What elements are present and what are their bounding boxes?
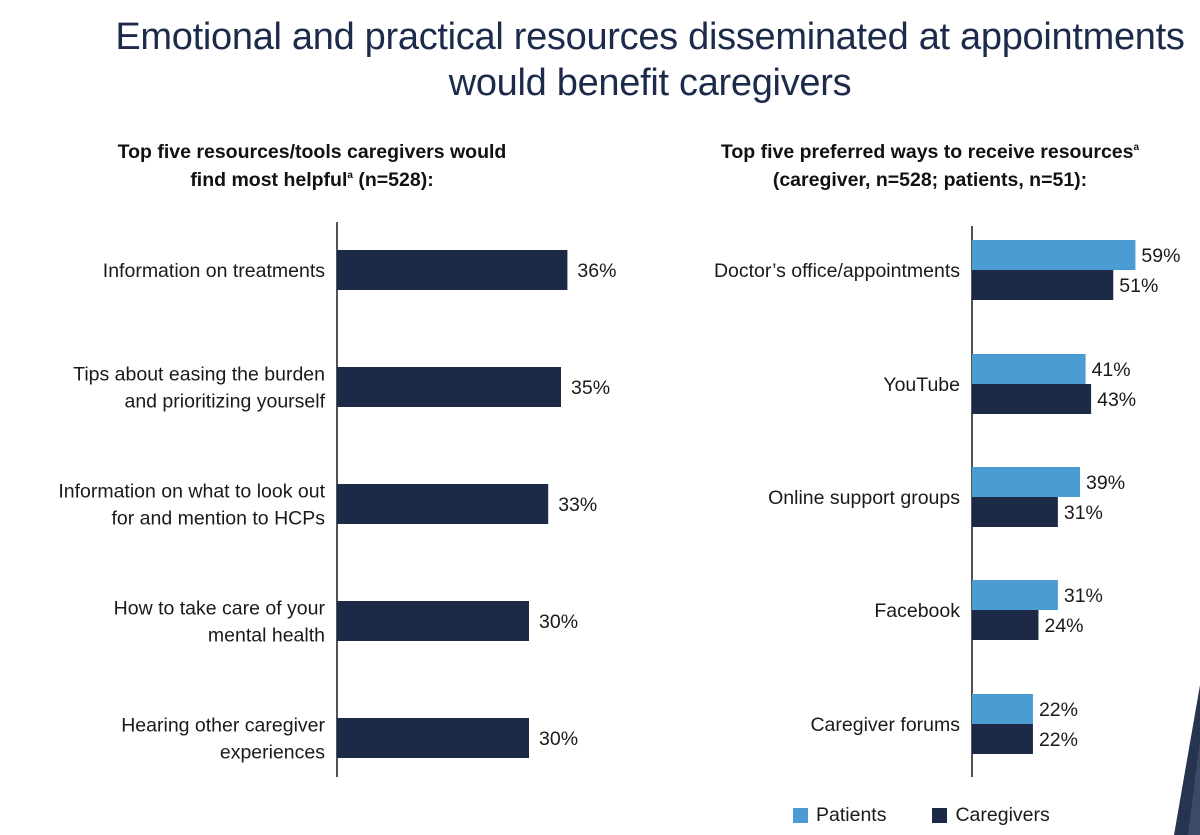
- left-bar-2: [337, 367, 561, 407]
- right-subtitle-footnote-mark: a: [1133, 142, 1140, 153]
- corner-decoration-icon: [1174, 685, 1200, 835]
- right-category-label-1: Doctor’s office/appointments: [714, 260, 960, 282]
- right-category-label-4: Facebook: [874, 600, 960, 622]
- right-bar-label-caregivers-4: 24%: [1044, 615, 1083, 637]
- left-bar-5: [337, 718, 529, 758]
- page-title-line-1: Emotional and practical resources dissem…: [115, 16, 1185, 58]
- left-bar-label-4: 30%: [539, 611, 578, 633]
- left-subtitle-line-2-text: find most helpful: [190, 169, 348, 191]
- left-bar-1: [337, 250, 568, 290]
- left-bar-label-2: 35%: [571, 377, 610, 399]
- right-category-label-5: Caregiver forums: [810, 714, 960, 736]
- left-category-label-2-line-1: Tips about easing the burden: [73, 364, 325, 386]
- left-category-label-5-line-1: Hearing other caregiver: [121, 715, 325, 737]
- legend-swatch-caregivers: [932, 807, 948, 823]
- right-bar-caregivers-5: [972, 724, 1033, 754]
- left-bar-4: [337, 601, 529, 641]
- left-chart-subtitle: Top five resources/tools caregivers woul…: [20, 138, 604, 194]
- left-subtitle-footnote-mark: a: [347, 170, 353, 181]
- left-bar-label-5: 30%: [539, 728, 578, 750]
- right-bar-patients-2: [972, 354, 1086, 384]
- right-bar-caregivers-2: [972, 384, 1092, 414]
- right-bar-label-caregivers-3: 31%: [1064, 502, 1103, 524]
- right-bar-label-caregivers-2: 43%: [1097, 389, 1136, 411]
- right-bar-caregivers-4: [972, 610, 1039, 640]
- right-bar-label-patients-5: 22%: [1039, 699, 1078, 721]
- left-category-label-3-line-1: Information on what to look out: [58, 481, 325, 503]
- left-category-label-3-line-2: for and mention to HCPs: [111, 508, 325, 530]
- legend-swatch-patients: [793, 807, 808, 823]
- page-title: Emotional and practical resources dissem…: [110, 14, 1190, 106]
- right-bar-patients-1: [972, 240, 1136, 270]
- right-bar-label-patients-3: 39%: [1086, 472, 1125, 494]
- left-category-label-5-line-2: experiences: [220, 742, 325, 764]
- right-bar-caregivers-1: [972, 270, 1114, 300]
- right-bar-patients-3: [972, 467, 1081, 497]
- left-category-label-4-line-1: How to take care of your: [114, 598, 326, 620]
- legend-item-caregivers: Caregivers: [932, 803, 1050, 827]
- page-title-line-2: would benefit caregivers: [448, 62, 852, 104]
- right-bar-label-patients-2: 41%: [1092, 359, 1131, 381]
- right-subtitle-line-1: Top five preferred ways to receive resou…: [650, 138, 1200, 166]
- right-subtitle-line-1-text: Top five preferred ways to receive resou…: [720, 141, 1134, 163]
- legend: Patients Caregivers: [793, 801, 1050, 829]
- legend-label-caregivers: Caregivers: [955, 803, 1050, 826]
- left-subtitle-suffix: (n=528):: [352, 169, 434, 191]
- left-bar-3: [337, 484, 549, 524]
- right-bar-label-caregivers-1: 51%: [1119, 275, 1158, 297]
- left-subtitle-line-2: find most helpfula (n=528):: [20, 166, 604, 194]
- left-subtitle-line-1: Top five resources/tools caregivers woul…: [117, 141, 507, 163]
- right-bar-patients-4: [972, 580, 1058, 610]
- left-category-label-2-line-2: and prioritizing yourself: [124, 391, 325, 413]
- left-bar-label-1: 36%: [577, 260, 616, 282]
- right-bar-label-caregivers-5: 22%: [1039, 729, 1078, 751]
- right-chart-subtitle: Top five preferred ways to receive resou…: [650, 138, 1200, 194]
- right-bar-label-patients-1: 59%: [1141, 245, 1180, 267]
- right-category-label-2: YouTube: [883, 374, 960, 396]
- left-category-label-1-line-1: Information on treatments: [103, 260, 325, 282]
- left-bar-label-3: 33%: [558, 494, 597, 516]
- right-subtitle-line-2: (caregiver, n=528; patients, n=51):: [772, 169, 1088, 191]
- legend-label-patients: Patients: [816, 803, 887, 826]
- right-category-label-3: Online support groups: [768, 487, 960, 509]
- right-bar-label-patients-4: 31%: [1064, 585, 1103, 607]
- right-bar-patients-5: [972, 694, 1033, 724]
- legend-item-patients: Patients: [793, 804, 886, 827]
- right-bar-caregivers-3: [972, 497, 1058, 527]
- left-category-label-4-line-2: mental health: [208, 625, 325, 647]
